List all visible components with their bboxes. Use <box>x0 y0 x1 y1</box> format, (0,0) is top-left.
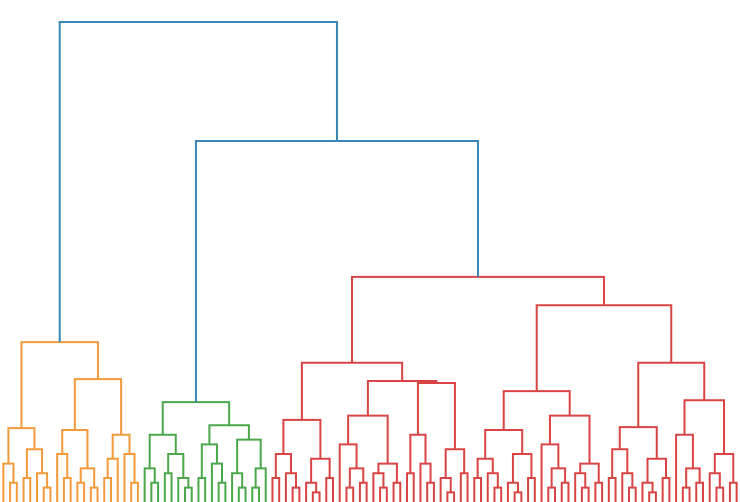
link <box>560 481 570 502</box>
link <box>351 275 605 363</box>
link <box>217 481 227 502</box>
link <box>143 467 156 502</box>
link <box>713 453 735 483</box>
link <box>473 477 482 502</box>
link <box>161 401 231 435</box>
link <box>300 361 404 420</box>
link <box>150 481 160 502</box>
link <box>20 341 99 429</box>
link <box>493 486 503 502</box>
link <box>208 424 250 445</box>
link <box>547 486 556 502</box>
link <box>311 491 321 502</box>
link <box>325 477 334 502</box>
link <box>409 433 427 474</box>
link <box>594 481 604 502</box>
link <box>550 467 567 488</box>
link <box>282 418 322 459</box>
link <box>426 481 435 502</box>
link <box>9 481 18 502</box>
link <box>513 491 523 502</box>
link <box>535 304 673 392</box>
link <box>291 486 301 502</box>
link <box>681 486 691 502</box>
link <box>683 399 726 454</box>
link <box>416 381 456 450</box>
link <box>695 481 704 502</box>
link <box>254 467 267 502</box>
link <box>58 21 338 343</box>
link <box>200 443 218 478</box>
link <box>123 453 136 502</box>
link <box>459 472 469 502</box>
link <box>628 486 637 502</box>
link <box>184 486 193 502</box>
link <box>251 486 260 502</box>
link <box>527 477 536 502</box>
link <box>366 380 438 416</box>
link <box>358 481 368 502</box>
link <box>177 477 190 502</box>
link <box>715 486 725 502</box>
link <box>148 433 177 469</box>
link <box>446 491 456 502</box>
link <box>607 477 617 502</box>
link <box>274 453 292 478</box>
link <box>476 457 494 478</box>
link <box>7 427 36 464</box>
link <box>76 481 86 502</box>
link <box>548 414 591 464</box>
link <box>348 467 365 488</box>
link <box>392 481 402 502</box>
link <box>580 486 590 502</box>
link <box>637 361 706 428</box>
link <box>22 477 32 502</box>
link <box>163 472 173 502</box>
link <box>728 481 738 502</box>
link <box>648 491 657 502</box>
link <box>197 477 207 502</box>
link <box>661 477 671 502</box>
link <box>103 477 112 502</box>
link <box>89 486 99 502</box>
link <box>167 453 185 478</box>
link <box>347 414 389 464</box>
link <box>237 486 247 502</box>
link <box>502 390 571 430</box>
link <box>61 429 89 469</box>
link <box>345 486 355 502</box>
link <box>111 433 131 459</box>
link <box>618 426 658 459</box>
link <box>685 467 701 488</box>
link <box>73 378 123 435</box>
link <box>130 481 139 502</box>
link <box>439 477 452 502</box>
link <box>406 472 415 502</box>
link <box>42 486 52 502</box>
link <box>79 467 96 488</box>
link <box>106 457 119 502</box>
link <box>379 486 388 502</box>
link <box>62 477 72 502</box>
link <box>271 477 281 502</box>
